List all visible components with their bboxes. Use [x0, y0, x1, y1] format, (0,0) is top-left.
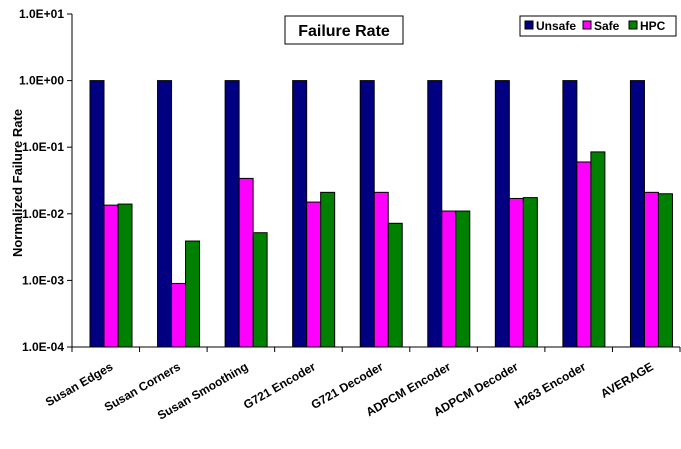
y-tick-label: 1.0E-03 [22, 273, 64, 287]
y-tick-label: 1.0E-01 [22, 140, 64, 154]
bar-unsafe [292, 80, 308, 348]
bar-safe [508, 197, 524, 348]
legend-swatch-unsafe [524, 20, 534, 30]
bar-safe [238, 177, 254, 348]
bar-safe [306, 201, 322, 348]
chart-title: Failure Rate [298, 23, 390, 40]
y-tick-label: 1.0E-04 [22, 340, 64, 354]
y-tick-label: 1.0E-02 [22, 207, 64, 221]
bar-hpc [387, 222, 403, 348]
bar-hpc [117, 203, 133, 348]
bar-safe [373, 191, 389, 348]
bar-unsafe [224, 80, 240, 348]
bar-safe [103, 204, 119, 348]
legend: Unsafe Safe HPC [519, 15, 677, 37]
bar-hpc [185, 240, 201, 348]
legend-label-safe: Safe [594, 19, 620, 33]
bar-safe [576, 161, 592, 348]
legend-label-unsafe: Unsafe [536, 19, 576, 33]
bar-safe [171, 282, 187, 348]
chart-title-frame [284, 15, 404, 45]
x-tick-label: G721 Encoder [241, 359, 318, 412]
chart-title-box: Failure Rate [284, 15, 404, 45]
bar-unsafe [562, 80, 578, 348]
legend-swatch-hpc [628, 20, 638, 30]
bar-hpc [522, 197, 538, 348]
bar-hpc [455, 210, 471, 348]
y-axis-label: Normalized Failure Rate [10, 109, 25, 257]
bar-unsafe [157, 80, 173, 348]
bars [89, 80, 673, 348]
bar-unsafe [629, 80, 645, 348]
x-tick-label: AVERAGE [598, 359, 656, 400]
bar-safe [643, 191, 659, 348]
legend-swatch-safe [582, 20, 592, 30]
y-axis: 1.0E-04 1.0E-03 1.0E-02 1.0E-01 1.0E+00 1.0E+… [19, 7, 73, 354]
bar-unsafe [89, 80, 105, 348]
bar-safe [441, 210, 457, 348]
bar-unsafe [359, 80, 375, 348]
y-tick-label: 1.0E+00 [19, 74, 64, 88]
x-tick-label: H263 Encoder [512, 359, 589, 411]
legend-label-hpc: HPC [640, 19, 666, 33]
bar-hpc [657, 193, 673, 348]
bar-unsafe [427, 80, 443, 348]
bar-hpc [320, 191, 336, 348]
bar-hpc [590, 151, 606, 348]
bar-unsafe [494, 80, 510, 348]
bar-hpc [252, 232, 268, 348]
y-tick-label: 1.0E+01 [19, 7, 64, 21]
